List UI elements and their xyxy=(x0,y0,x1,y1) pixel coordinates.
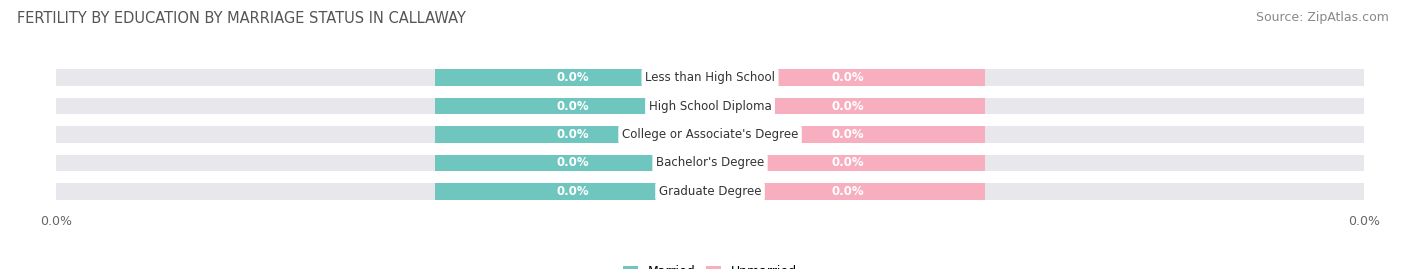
Text: 0.0%: 0.0% xyxy=(557,71,589,84)
Text: Bachelor's Degree: Bachelor's Degree xyxy=(657,156,763,169)
Bar xyxy=(436,155,710,171)
Text: Source: ZipAtlas.com: Source: ZipAtlas.com xyxy=(1256,11,1389,24)
Text: FERTILITY BY EDUCATION BY MARRIAGE STATUS IN CALLAWAY: FERTILITY BY EDUCATION BY MARRIAGE STATU… xyxy=(17,11,465,26)
Text: 0.0%: 0.0% xyxy=(831,156,863,169)
Text: Graduate Degree: Graduate Degree xyxy=(659,185,761,198)
Text: Less than High School: Less than High School xyxy=(645,71,775,84)
Bar xyxy=(436,98,710,114)
Bar xyxy=(710,69,984,86)
Bar xyxy=(436,126,710,143)
Bar xyxy=(710,98,984,114)
Text: 0.0%: 0.0% xyxy=(557,128,589,141)
Text: 0.0%: 0.0% xyxy=(557,185,589,198)
Text: High School Diploma: High School Diploma xyxy=(648,100,772,113)
Bar xyxy=(710,155,984,171)
Bar xyxy=(56,183,1364,200)
Legend: Married, Unmarried: Married, Unmarried xyxy=(619,261,801,269)
Bar xyxy=(56,126,1364,143)
Bar xyxy=(56,155,1364,171)
Bar xyxy=(56,69,1364,86)
Bar xyxy=(56,98,1364,114)
Bar xyxy=(710,126,984,143)
Text: 0.0%: 0.0% xyxy=(831,71,863,84)
Bar xyxy=(436,69,710,86)
Text: 0.0%: 0.0% xyxy=(557,156,589,169)
Bar xyxy=(436,183,710,200)
Text: 0.0%: 0.0% xyxy=(557,100,589,113)
Text: 0.0%: 0.0% xyxy=(831,100,863,113)
Text: 0.0%: 0.0% xyxy=(831,185,863,198)
Text: 0.0%: 0.0% xyxy=(831,128,863,141)
Bar xyxy=(710,183,984,200)
Text: College or Associate's Degree: College or Associate's Degree xyxy=(621,128,799,141)
